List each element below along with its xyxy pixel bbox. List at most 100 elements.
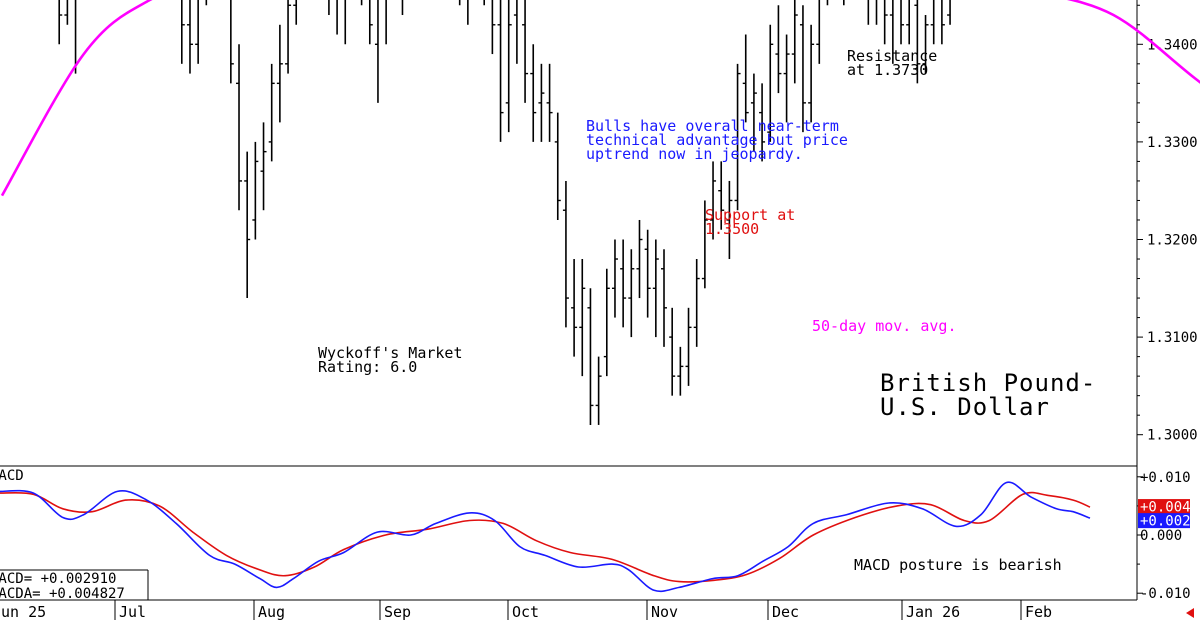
price-bar	[205, 0, 208, 6]
price-bar	[244, 151, 251, 299]
chart-annotations: Resistance at 1.3730 Support at 1.3500 Bulls…	[0, 47, 1095, 602]
month-label: Jul	[119, 603, 146, 621]
price-bar	[669, 307, 676, 396]
price-bar	[661, 249, 668, 347]
price-bar	[644, 229, 651, 318]
resistance-annotation: Resistance at 1.3730	[847, 47, 937, 79]
price-bar	[64, 0, 69, 25]
price-bar	[195, 0, 199, 64]
market-rating: Wyckoff's Market Rating: 6.0	[318, 344, 463, 376]
month-label: Sep	[384, 603, 411, 621]
price-bar	[268, 63, 275, 162]
price-bar	[360, 0, 363, 6]
price-bar	[693, 259, 700, 347]
price-bar	[538, 63, 545, 142]
price-bar	[889, 0, 894, 64]
macd-tick-label: -0.010	[1140, 586, 1191, 602]
macd-line	[0, 481, 1091, 593]
price-bar	[491, 0, 496, 55]
price-bar	[783, 34, 790, 123]
price-bar	[513, 0, 518, 64]
support-annotation: Support at 1.3500	[705, 206, 795, 238]
svg-text:+0.002: +0.002	[1140, 514, 1191, 530]
price-bar	[883, 0, 888, 45]
macd-tick-label: 0.000	[1140, 528, 1182, 544]
price-bar	[759, 83, 766, 162]
navigation	[1186, 608, 1194, 618]
price-bar	[497, 0, 504, 142]
price-tick-label: 1.3000	[1147, 428, 1198, 444]
macd-readout: MACD= +0.002910	[0, 571, 116, 587]
price-bar	[483, 0, 486, 6]
month-label: Jun 25	[0, 603, 46, 621]
macd-layer	[0, 481, 1091, 593]
price-bar	[374, 0, 379, 103]
price-bar	[467, 0, 469, 25]
month-label: Oct	[512, 603, 539, 621]
price-bar	[74, 0, 77, 74]
svg-text:+0.004: +0.004	[1140, 500, 1191, 516]
price-bar	[775, 5, 782, 94]
price-bar	[710, 161, 717, 240]
price-bar	[875, 0, 878, 25]
month-label: Nov	[651, 603, 678, 621]
moving-average-label: 50-day mov. avg.	[812, 317, 957, 335]
price-bar	[701, 200, 708, 289]
price-bar	[522, 0, 529, 103]
macd-panel-label: MACD	[0, 468, 24, 484]
macda-line	[0, 491, 1091, 583]
price-bar	[767, 24, 774, 142]
price-bar	[328, 0, 330, 16]
price-tick-label: 1.3300	[1147, 135, 1198, 151]
price-bar	[611, 239, 618, 318]
price-bar	[628, 249, 635, 338]
month-label: Jan 26	[906, 603, 960, 621]
price-bar	[685, 307, 692, 386]
price-bar	[505, 0, 512, 133]
month-label: Feb	[1025, 603, 1052, 621]
price-bar	[900, 0, 905, 45]
price-bar	[791, 0, 798, 84]
price-bar	[336, 0, 338, 35]
price-bar	[595, 356, 602, 425]
price-bar	[579, 259, 586, 377]
price-bar	[571, 259, 578, 357]
price-bar	[636, 219, 643, 299]
price-bar	[867, 0, 870, 25]
price-bar	[826, 0, 829, 6]
price-tick-label: 1.3200	[1147, 233, 1198, 249]
price-bar	[587, 288, 594, 425]
price-bar	[458, 0, 461, 6]
price-tick-label: 1.3100	[1147, 330, 1198, 346]
price-bar	[941, 0, 945, 45]
scroll-left-arrow-icon[interactable]	[1186, 608, 1194, 618]
price-bar	[260, 122, 267, 211]
bulls-annotation: Bulls have overall near-term technical ad…	[586, 117, 848, 163]
price-bar	[816, 0, 821, 64]
price-bar	[186, 0, 193, 74]
price-bar	[914, 0, 921, 84]
month-label: Aug	[258, 603, 285, 621]
price-bar	[58, 0, 63, 45]
price-bar	[734, 63, 741, 211]
price-bar	[620, 239, 627, 328]
price-bar	[368, 0, 373, 45]
price-bar	[718, 161, 725, 230]
macd-badge: +0.002	[1138, 513, 1191, 530]
price-bar	[947, 0, 951, 25]
price-bar	[530, 44, 537, 142]
price-bar	[385, 0, 387, 45]
macd-badge: +0.004	[1138, 499, 1191, 516]
macd-posture-annotation: MACD posture is bearish	[854, 556, 1062, 574]
price-bar	[401, 0, 404, 16]
price-bar	[742, 34, 749, 123]
price-bar	[603, 268, 610, 377]
price-badges: 1.37321.35401.35181.3498+0.004+0.002	[1138, 499, 1191, 530]
price-bar	[652, 239, 659, 338]
price-bar	[726, 180, 733, 260]
price-bar	[344, 0, 347, 45]
price-bar	[808, 24, 815, 123]
month-label: Dec	[772, 603, 799, 621]
